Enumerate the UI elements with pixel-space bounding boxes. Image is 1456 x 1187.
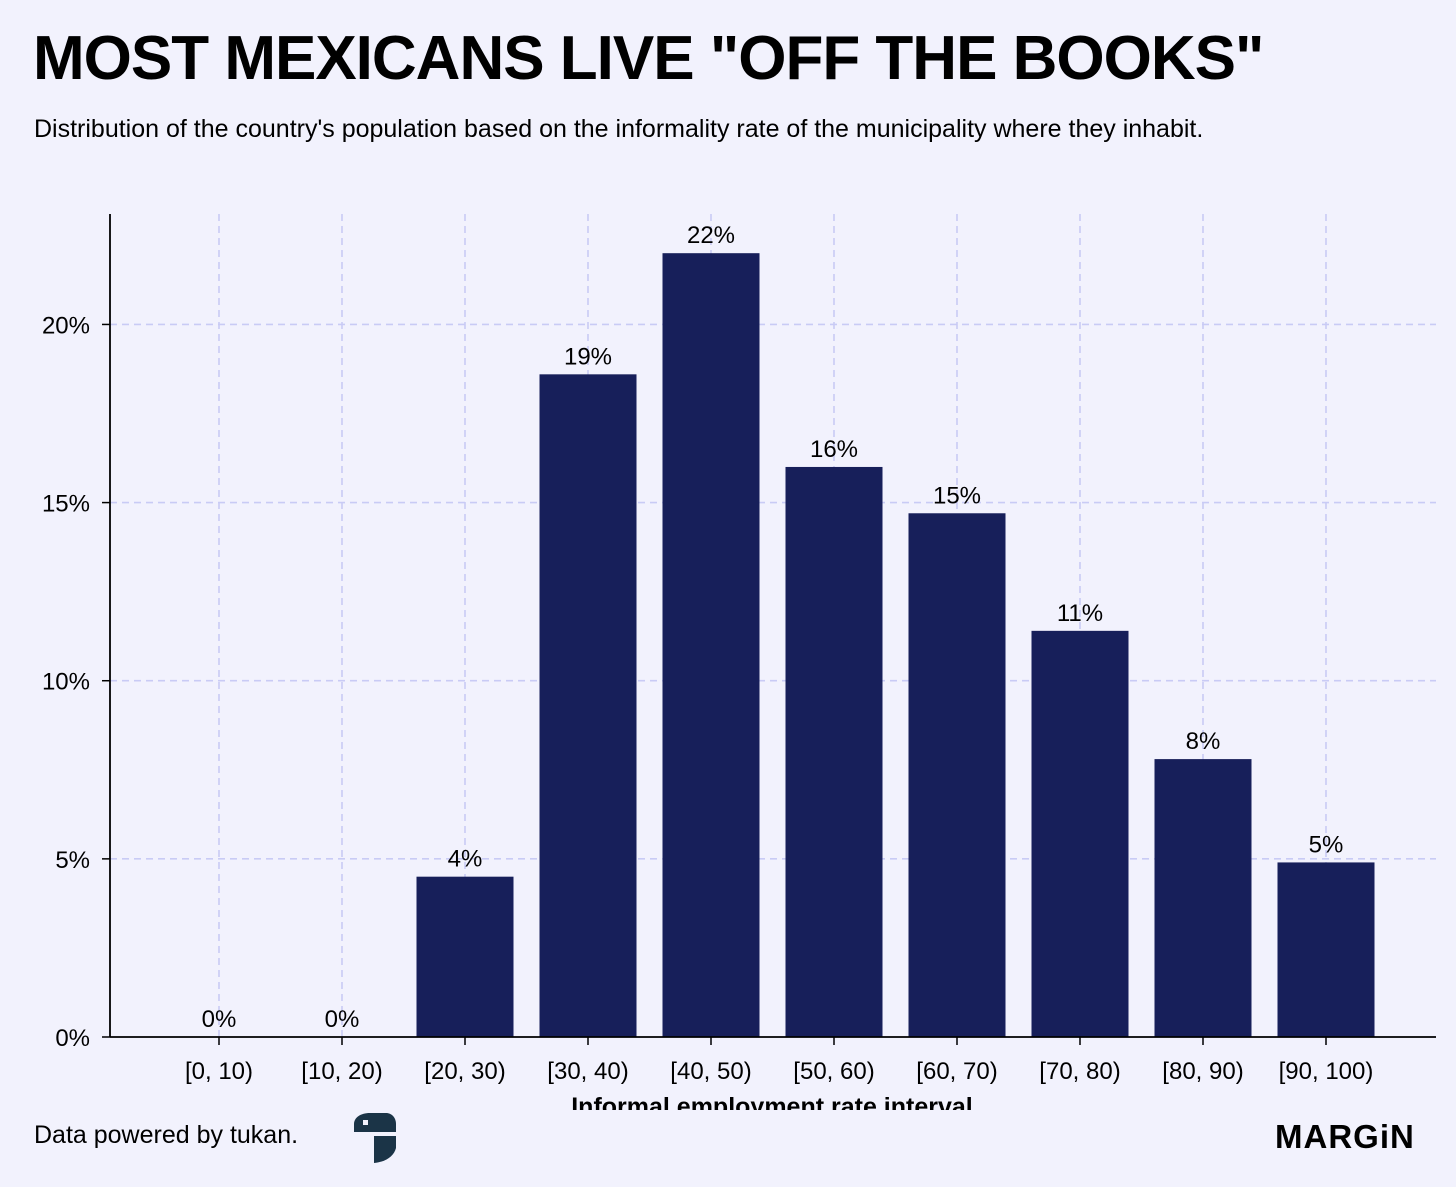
- y-tick-label: 5%: [55, 847, 90, 874]
- chart-subtitle: Distribution of the country's population…: [34, 115, 1204, 143]
- bar: [1277, 862, 1375, 1037]
- y-tick-label: 15%: [42, 491, 90, 518]
- bar-chart: 0% 5% 10% 15% 20% [0, 10) 0% [10, 20) 0% [20, 30)…: [42, 214, 1436, 1110]
- bar: [539, 374, 637, 1037]
- x-tick-label: [80, 90): [1162, 1058, 1243, 1085]
- data-label: 5%: [1309, 831, 1344, 858]
- axes: [109, 214, 1436, 1038]
- y-tick-label: 10%: [42, 669, 90, 696]
- x-tick-label: [0, 10): [185, 1058, 253, 1085]
- x-tick-label: [50, 60): [793, 1058, 874, 1085]
- data-label: 4%: [448, 846, 483, 873]
- x-tick-label: [60, 70): [916, 1058, 997, 1085]
- data-credit: Data powered by tukan.: [34, 1121, 299, 1149]
- data-label: 0%: [325, 1006, 360, 1033]
- data-label: 0%: [202, 1006, 237, 1033]
- x-tick-label: [30, 40): [547, 1058, 628, 1085]
- margin-brand-logo: MARGiN: [1275, 1118, 1415, 1155]
- bar: [1031, 630, 1129, 1037]
- data-label: 8%: [1186, 728, 1221, 755]
- x-axis-title: Informal employment rate interval: [571, 1093, 973, 1110]
- data-label: 19%: [564, 343, 612, 370]
- y-tick-label: 20%: [42, 312, 90, 339]
- x-tick-label: [20, 30): [424, 1058, 505, 1085]
- tukan-logo-notch: [363, 1120, 368, 1125]
- y-tick-label: 0%: [55, 1025, 90, 1052]
- bar: [1154, 759, 1252, 1037]
- tukan-logo-stem-shape: [374, 1136, 396, 1163]
- x-tick-label: [40, 50): [670, 1058, 751, 1085]
- bar: [785, 466, 883, 1038]
- bar: [662, 253, 760, 1037]
- x-tick-label: [90, 100): [1279, 1058, 1374, 1085]
- bar: [908, 513, 1006, 1037]
- bar: [416, 876, 514, 1037]
- data-label: 11%: [1057, 600, 1103, 627]
- tukan-logo-icon: [354, 1113, 396, 1163]
- labels: 0% 5% 10% 15% 20% [0, 10) 0% [10, 20) 0% [20, 30)…: [42, 222, 1373, 1085]
- data-label: 15%: [933, 482, 981, 509]
- chart-title: MOST MEXICANS LIVE "OFF THE BOOKS": [33, 24, 1264, 93]
- bars: [416, 253, 1375, 1038]
- data-label: 22%: [687, 222, 735, 249]
- x-tick-label: [70, 80): [1039, 1058, 1120, 1085]
- data-label: 16%: [810, 436, 858, 463]
- x-tick-label: [10, 20): [301, 1058, 382, 1085]
- tukan-logo-top-shape: [354, 1113, 396, 1132]
